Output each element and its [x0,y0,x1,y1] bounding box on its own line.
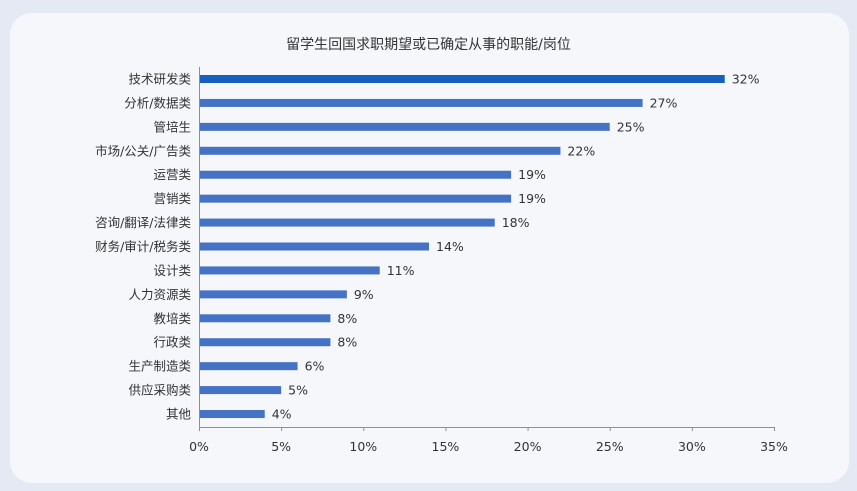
value-label: 4% [272,407,292,422]
value-label: 27% [650,95,678,110]
value-label: 6% [305,359,325,374]
bar [199,338,331,347]
bar [199,75,725,83]
category-label: 管培生 [153,119,191,134]
category-label: 供应采购类 [128,383,191,398]
category-label: 市场/公关/广告类 [95,143,191,158]
bar [199,314,331,323]
bar [199,218,495,227]
value-label: 32% [732,72,760,87]
value-label: 8% [337,311,357,326]
value-label: 19% [518,191,546,206]
x-tick-label: 5% [271,439,291,454]
value-label: 19% [518,167,546,182]
value-label: 5% [288,383,308,398]
category-label: 其他 [166,407,192,422]
value-label: 8% [337,335,357,350]
bar [199,146,561,155]
value-label: 25% [617,119,645,134]
bar [199,290,347,299]
category-label: 人力资源类 [128,287,191,302]
category-label: 财务/审计/税务类 [95,239,191,254]
value-label: 9% [354,287,374,302]
value-label: 14% [436,239,464,254]
bar [199,170,512,179]
category-label: 行政类 [153,335,191,350]
x-tick-label: 15% [432,439,460,454]
category-label: 咨询/翻译/法律类 [95,215,191,230]
bar [199,266,380,275]
value-label: 11% [387,263,415,278]
x-tick-label: 10% [349,439,377,454]
x-tick-label: 20% [514,439,542,454]
bar [199,362,298,371]
bar [199,122,610,131]
value-label: 18% [502,215,530,230]
x-tick-label: 25% [596,439,624,454]
x-tick-label: 0% [189,439,209,454]
category-label: 运营类 [153,167,191,182]
category-label: 生产制造类 [128,359,191,374]
bar [199,194,512,203]
x-tick-label: 30% [678,439,706,454]
bar [199,98,643,107]
category-label: 营销类 [153,191,191,206]
category-label: 分析/数据类 [124,95,191,110]
bar [199,410,265,419]
bar [199,386,282,395]
bar [199,242,429,251]
x-tick-label: 35% [760,439,788,454]
chart-title: 留学生回国求职期望或已确定从事的职能/岗位 [286,37,571,53]
category-label: 教培类 [153,311,191,326]
value-label: 22% [567,143,595,158]
category-label: 技术研发类 [128,72,191,87]
category-label: 设计类 [153,263,191,278]
chart-card [10,13,849,483]
